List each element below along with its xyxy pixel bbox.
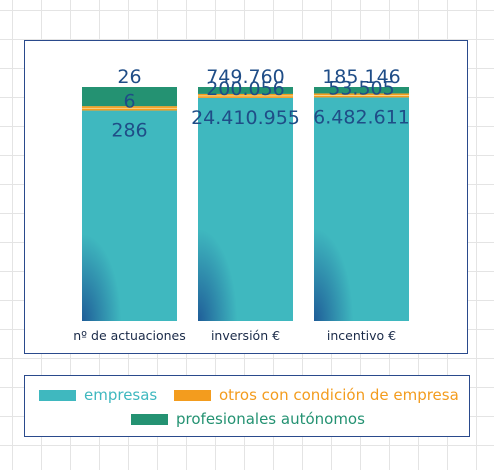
value-label-profesionales-2: 749.760: [206, 66, 285, 88]
bar-empresas-2: [197, 97, 293, 321]
value-label-empresas-2: 24.410.955: [191, 106, 300, 128]
category-label-2: inversión €: [210, 328, 279, 343]
value-label-otros-2: 200.056: [206, 77, 285, 99]
legend-label-profesionales: profesionales autónomos: [176, 410, 365, 428]
value-label-empresas-1: 286: [111, 119, 147, 141]
value-label-otros-1: 6: [123, 90, 135, 112]
chart-frame: 286 6 26 nº de actuaciones 24.410.955 200.056…: [24, 40, 468, 354]
bar-profesionales-3: [313, 86, 409, 93]
stacked-bar-chart: 286 626 nº de actuaciones 24.410.955 200.056…: [73, 66, 410, 343]
bar-empresas-1: [81, 110, 177, 321]
bar-profesionales-1: [81, 86, 177, 106]
bar-profesionales-2: [197, 86, 293, 94]
legend-label-empresas: empresas: [84, 386, 158, 404]
bar-empresas-3: [313, 96, 409, 321]
legend-swatch-empresas: [39, 389, 76, 401]
value-label-profesionales-1: 26: [117, 66, 141, 88]
legend-item-profesionales: profesionales autónomos: [131, 410, 365, 428]
value-label-empresas-3: 6.482.611: [313, 106, 410, 128]
legend-item-otros: otros con condición de empresa: [174, 386, 459, 404]
legend: empresas otros con condición de empresa …: [24, 375, 470, 437]
category-label-3: incentivo €: [326, 328, 395, 343]
legend-item-empresas: empresas: [39, 386, 157, 404]
legend-swatch-profesionales: [131, 413, 168, 425]
value-label-profesionales-3: 185.146: [322, 66, 401, 88]
legend-swatch-otros: [174, 389, 211, 401]
legend-label-otros: otros con condición de empresa: [219, 386, 459, 404]
value-label-otros-3: 53.505: [328, 77, 394, 99]
category-label-1: nº de actuaciones: [73, 328, 186, 343]
